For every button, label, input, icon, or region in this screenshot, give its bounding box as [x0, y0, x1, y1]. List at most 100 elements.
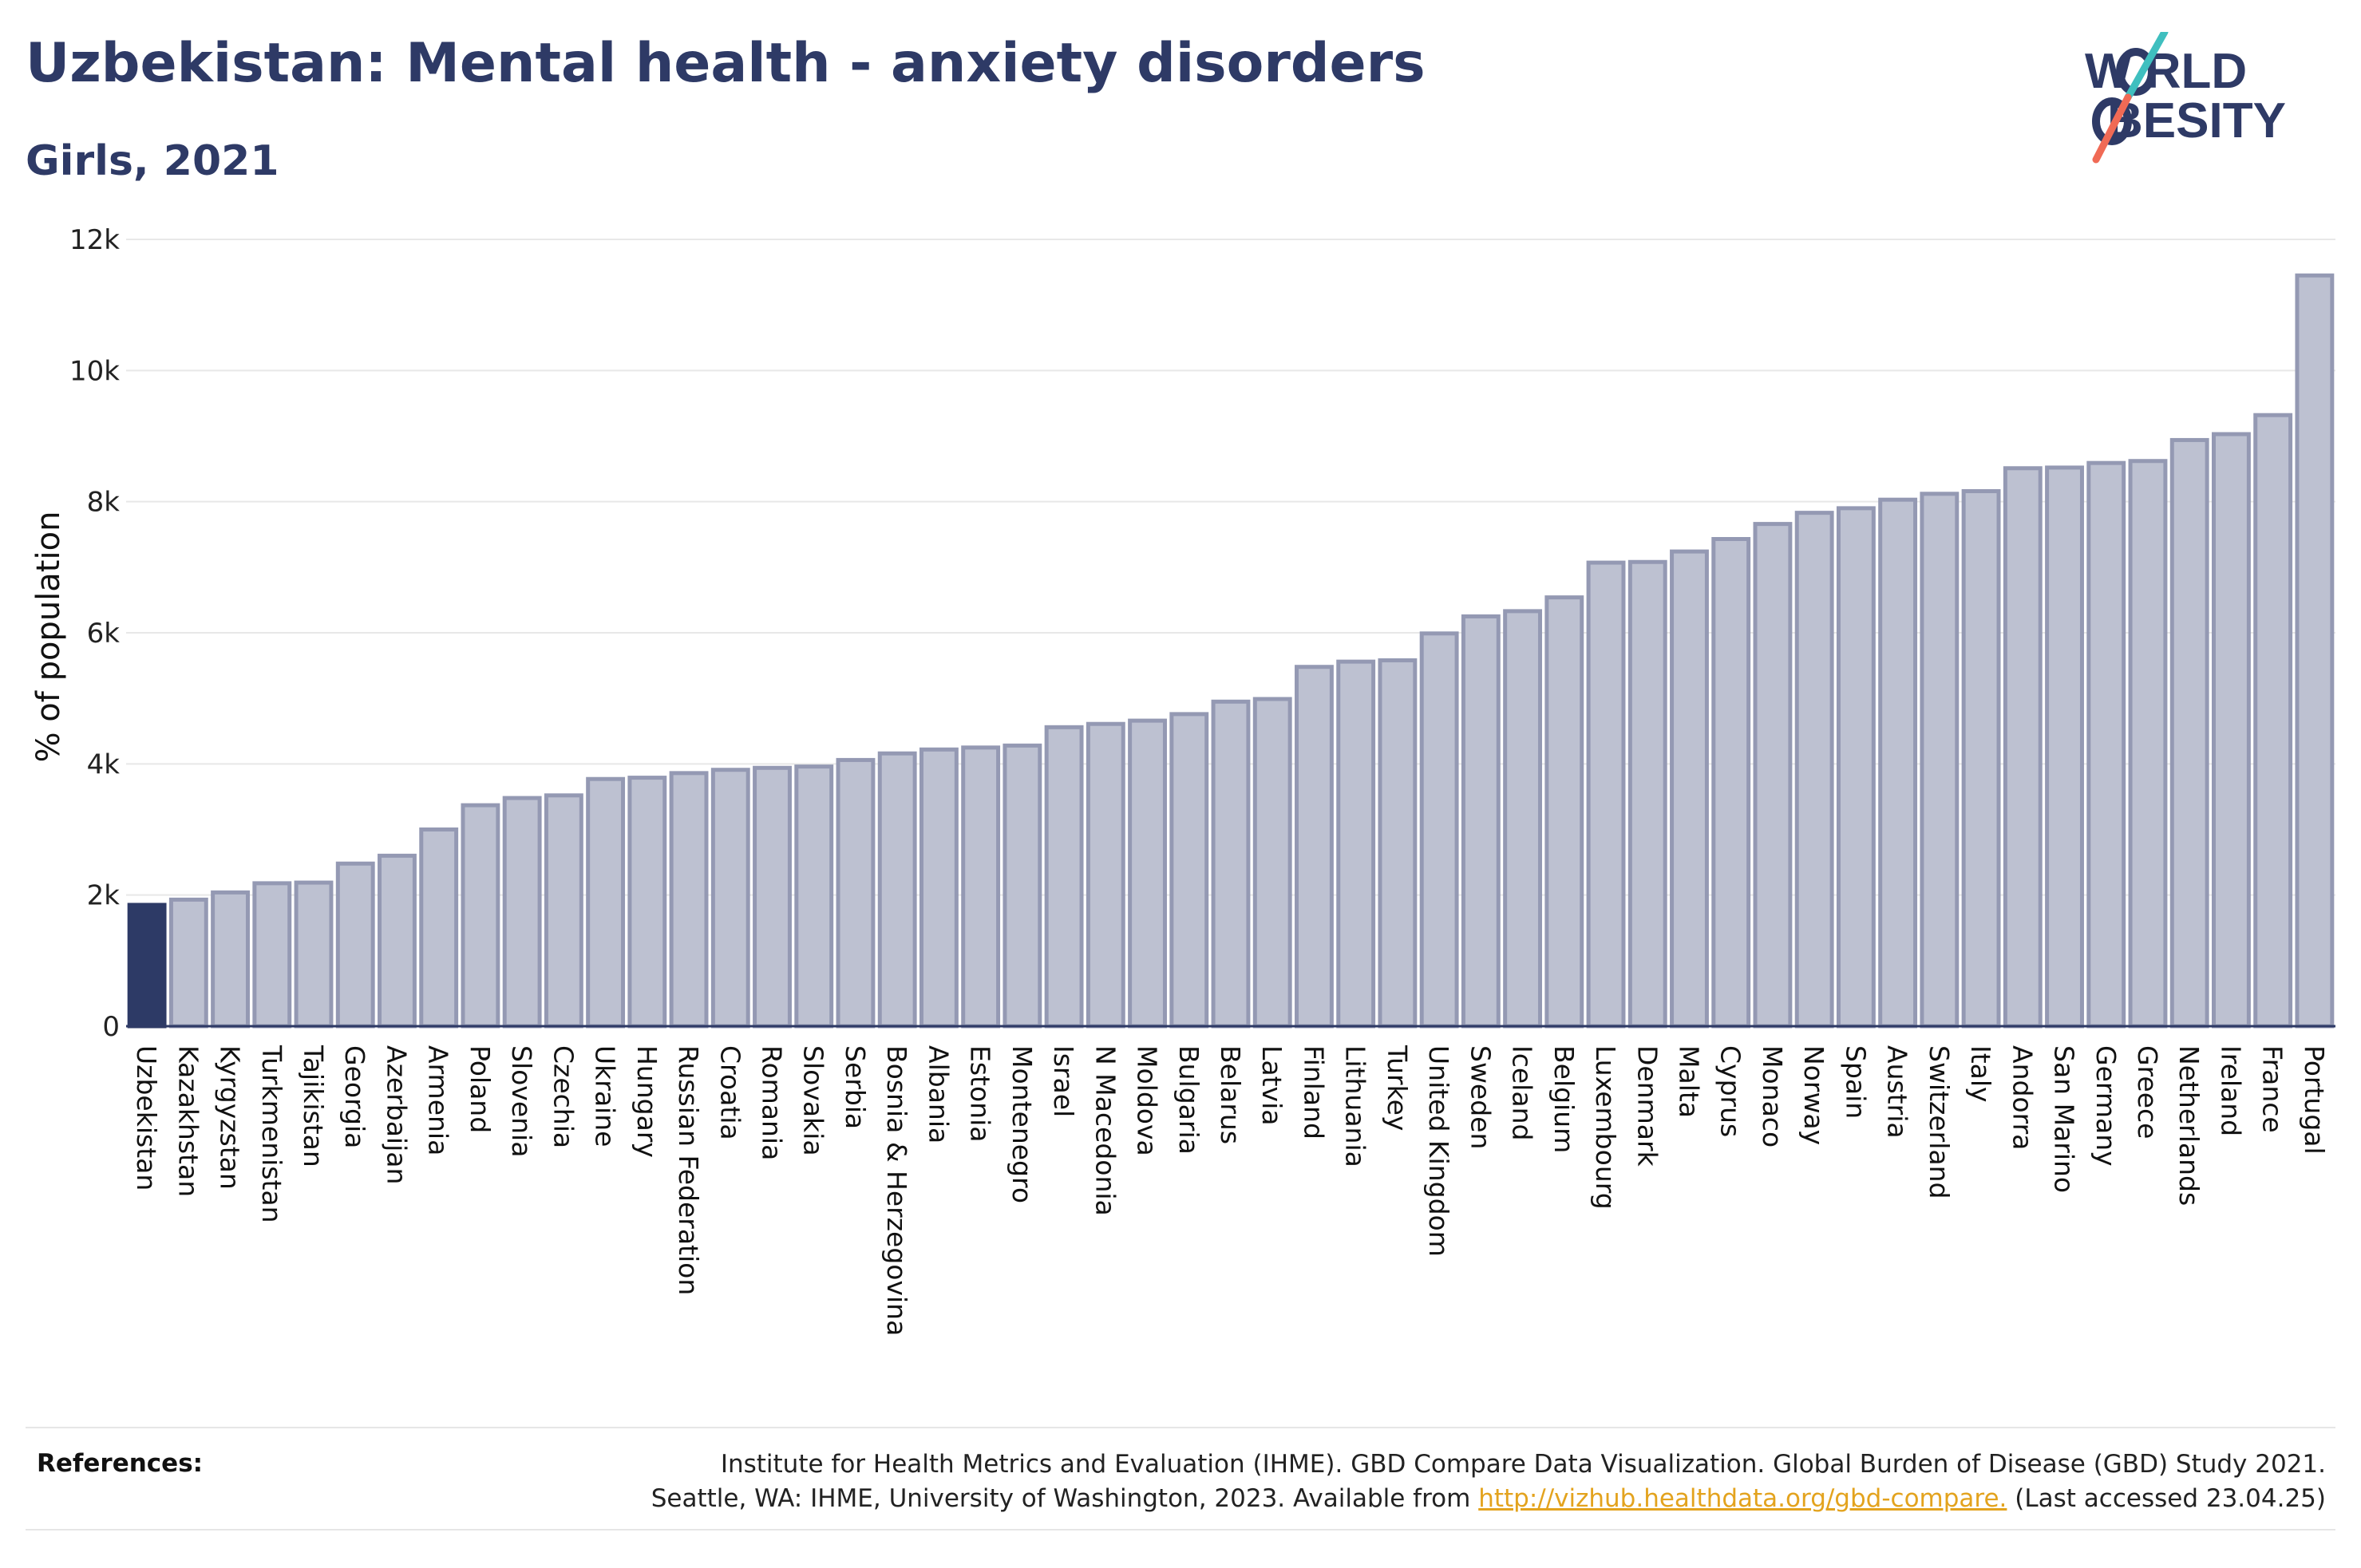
- x-tick-label: Sweden: [1465, 1045, 1496, 1149]
- x-tick-label: Andorra: [2007, 1045, 2038, 1150]
- bar-serbia: [836, 757, 876, 1029]
- bar-france: [2253, 413, 2293, 1029]
- x-tick-label: Montenegro: [1006, 1045, 1038, 1203]
- x-tick-label: Ukraine: [590, 1045, 621, 1147]
- logo-graphic: W RLD BESITY: [2085, 28, 2286, 164]
- references-panel: References: Institute for Health Metrics…: [26, 1427, 2335, 1530]
- y-tick-label: 10k: [69, 355, 120, 387]
- logo-o-2: [2092, 97, 2132, 145]
- bar-luxembourg: [1586, 560, 1626, 1029]
- bar-turkmenistan: [252, 881, 292, 1029]
- bar-ireland: [2211, 432, 2251, 1029]
- x-tick-label: Poland: [465, 1045, 496, 1133]
- bar-armenia: [419, 827, 459, 1029]
- bar-andorra: [2003, 466, 2043, 1029]
- bars: [127, 273, 2335, 1029]
- y-tick-labels: 0 2k 4k 6k 8k 10k 12k: [69, 224, 120, 1043]
- logo-slash-teal: [2124, 28, 2169, 101]
- bar-tajikistan: [294, 880, 334, 1029]
- x-tick-label: Spain: [1840, 1045, 1871, 1119]
- bar-finland: [1295, 665, 1334, 1029]
- x-tick-label: Russian Federation: [673, 1045, 704, 1295]
- bar-germany: [2086, 460, 2126, 1029]
- bar-lithuania: [1336, 659, 1376, 1029]
- bar-spain: [1836, 506, 1876, 1029]
- bar-malta: [1670, 549, 1709, 1029]
- x-tick-label: Kyrgyzstan: [215, 1045, 246, 1190]
- bar-poland: [461, 803, 500, 1029]
- x-tick-label: Slovenia: [506, 1045, 537, 1157]
- bar-san-marino: [2045, 465, 2084, 1029]
- x-tick-label: Azerbaijan: [381, 1045, 412, 1184]
- bar-cyprus: [1711, 537, 1751, 1029]
- x-tick-label: Turkmenistan: [256, 1045, 287, 1223]
- bar-slovenia: [502, 796, 542, 1029]
- x-tick-label: Luxembourg: [1590, 1045, 1621, 1210]
- bar-bulgaria: [1169, 712, 1209, 1029]
- bar-switzerland: [1920, 492, 1960, 1029]
- x-tick-label: Israel: [1048, 1045, 1079, 1117]
- x-tick-label: Albania: [923, 1045, 954, 1143]
- x-tick-label: Belgium: [1548, 1045, 1580, 1153]
- bar-croatia: [710, 768, 750, 1029]
- bar-kazakhstan: [168, 897, 208, 1029]
- x-tick-labels: Uzbekistan Kazakhstan Kyrgyzstan Turkmenist…: [131, 1045, 2330, 1336]
- bar-belgium: [1544, 595, 1584, 1029]
- x-tick-label: Netherlands: [2173, 1045, 2205, 1206]
- bar-czechia: [544, 793, 583, 1029]
- x-tick-label: Bosnia & Herzegovina: [881, 1045, 912, 1336]
- bar-united-kingdom: [1419, 631, 1459, 1029]
- bar-azerbaijan: [378, 853, 417, 1029]
- x-tick-label: Belarus: [1215, 1045, 1246, 1144]
- bar-romania: [753, 765, 792, 1029]
- x-tick-label: Germany: [2090, 1045, 2122, 1167]
- chart-subtitle: Girls, 2021: [26, 137, 279, 185]
- bar-kyrgyzstan: [211, 890, 251, 1029]
- y-tick-label: 4k: [87, 748, 121, 780]
- x-tick-label: Moldova: [1132, 1045, 1163, 1156]
- bar-austria: [1878, 497, 1918, 1029]
- x-tick-label: Hungary: [631, 1045, 662, 1158]
- bar-turkey: [1378, 658, 1418, 1029]
- x-tick-label: Estonia: [965, 1045, 996, 1142]
- references-line-1: Institute for Health Metrics and Evaluat…: [720, 1450, 2326, 1479]
- bar-italy: [1961, 489, 2001, 1029]
- bar-belarus: [1211, 699, 1251, 1029]
- bar-bosnia-herzegovina: [877, 751, 917, 1029]
- bar-moldova: [1128, 718, 1167, 1029]
- bar-netherlands: [2169, 437, 2209, 1029]
- bar-hungary: [627, 776, 667, 1029]
- x-tick-label: Czechia: [548, 1045, 579, 1148]
- x-tick-label: Kazakhstan: [172, 1045, 204, 1197]
- x-tick-label: Armenia: [423, 1045, 454, 1155]
- x-tick-label: Greece: [2132, 1045, 2163, 1139]
- x-tick-label: Monaco: [1757, 1045, 1788, 1147]
- bar-georgia: [335, 861, 375, 1029]
- bar-greece: [2128, 459, 2168, 1029]
- references-label: References:: [37, 1449, 204, 1478]
- bar-uzbekistan: [127, 902, 167, 1029]
- x-tick-label: Ireland: [2215, 1045, 2246, 1136]
- x-tick-label: Lithuania: [1340, 1045, 1371, 1167]
- logo-line-2: BESITY: [2107, 93, 2286, 148]
- x-tick-label: Italy: [1965, 1045, 1996, 1103]
- x-tick-label: N Macedonia: [1090, 1045, 1121, 1216]
- y-tick-label: 8k: [87, 487, 121, 519]
- logo-o-1: [2116, 48, 2156, 96]
- references-link[interactable]: http://vizhub.healthdata.org/gbd-compare…: [1478, 1483, 2007, 1513]
- x-tick-label: Iceland: [1507, 1045, 1538, 1140]
- x-tick-label: Georgia: [339, 1045, 370, 1148]
- bar-norway: [1794, 511, 1834, 1029]
- bar-slovakia: [794, 764, 834, 1029]
- x-tick-label: Cyprus: [1715, 1045, 1746, 1137]
- bar-estonia: [961, 745, 1001, 1029]
- x-tick-label: Slovakia: [798, 1045, 829, 1156]
- x-tick-label: Uzbekistan: [131, 1045, 162, 1191]
- bar-israel: [1044, 725, 1084, 1029]
- logo-line-1: W RLD: [2085, 44, 2247, 99]
- x-tick-label: Serbia: [840, 1045, 871, 1129]
- x-tick-label: Turkey: [1382, 1045, 1413, 1131]
- bar-sweden: [1461, 614, 1501, 1029]
- y-tick-label: 2k: [87, 880, 121, 912]
- bar-montenegro: [1003, 743, 1042, 1029]
